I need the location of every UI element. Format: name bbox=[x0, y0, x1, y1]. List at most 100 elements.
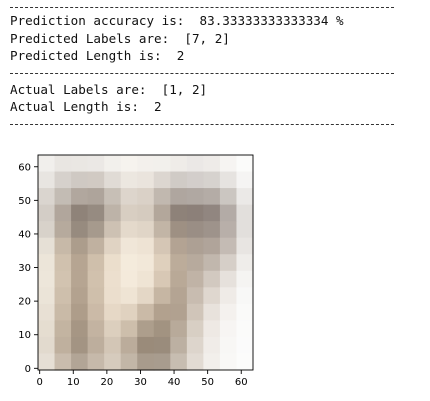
pixel-cell bbox=[137, 237, 155, 255]
pixel-cell bbox=[54, 171, 72, 189]
pixel-cell bbox=[203, 270, 221, 288]
pixel-cell bbox=[38, 254, 56, 272]
pixel-cell bbox=[203, 353, 221, 371]
pixel-cell bbox=[153, 287, 171, 305]
pixel-cell bbox=[71, 254, 89, 272]
pixel-cell bbox=[104, 303, 122, 321]
pixel-cell bbox=[186, 320, 204, 338]
pixel-cell bbox=[203, 221, 221, 239]
pixel-cell bbox=[137, 171, 155, 189]
pixel-cell bbox=[87, 254, 105, 272]
y-tick-label: 40 bbox=[18, 229, 31, 240]
pixel-cell bbox=[120, 254, 138, 272]
pixel-cell bbox=[120, 303, 138, 321]
pixel-cell bbox=[153, 237, 171, 255]
pixel-cell bbox=[153, 171, 171, 189]
pixel-cell bbox=[186, 237, 204, 255]
pixel-cell bbox=[236, 254, 254, 272]
predicted-labels-line: Predicted Labels are: [7, 2] bbox=[10, 31, 230, 46]
y-tick-label: 50 bbox=[18, 196, 31, 207]
pixel-cell bbox=[236, 353, 254, 371]
pixel-cell bbox=[203, 336, 221, 355]
y-tick-label: 20 bbox=[18, 297, 31, 308]
plot-axes: 0 10 20 30 40 50 60 0 10 20 30 40 50 60 bbox=[18, 154, 254, 388]
image-pixels bbox=[38, 155, 254, 371]
pixel-cell bbox=[203, 155, 221, 173]
pixel-cell bbox=[137, 320, 155, 338]
pixel-cell bbox=[170, 237, 188, 255]
pixel-cell bbox=[54, 188, 72, 206]
separator-top bbox=[10, 7, 394, 8]
pixel-cell bbox=[104, 353, 122, 371]
pixel-cell bbox=[120, 171, 138, 189]
pixel-cell bbox=[153, 303, 171, 321]
pixel-cell bbox=[87, 188, 105, 206]
pixel-cell bbox=[38, 155, 56, 173]
plot-frame bbox=[37, 154, 254, 371]
pixel-cell bbox=[203, 287, 221, 305]
x-tick-label: 20 bbox=[101, 377, 114, 388]
pixel-cell bbox=[153, 336, 171, 355]
pixel-cell bbox=[236, 336, 254, 355]
accuracy-line: Prediction accuracy is: 83.3333333333333… bbox=[10, 13, 344, 28]
pixel-cell bbox=[153, 254, 171, 272]
pixel-cell bbox=[104, 287, 122, 305]
pixel-cell bbox=[186, 287, 204, 305]
pixel-cell bbox=[54, 270, 72, 288]
pixel-cell bbox=[203, 171, 221, 189]
x-tick-label: 50 bbox=[201, 377, 214, 388]
pixel-cell bbox=[87, 353, 105, 371]
x-tick-label: 40 bbox=[168, 377, 181, 388]
pixel-cell bbox=[186, 221, 204, 239]
pixel-cell bbox=[104, 155, 122, 173]
pixel-cell bbox=[54, 221, 72, 239]
pixel-cell bbox=[87, 155, 105, 173]
pixel-cell bbox=[71, 155, 89, 173]
pixel-cell bbox=[236, 171, 254, 189]
pixel-cell bbox=[87, 336, 105, 355]
pixel-cell bbox=[38, 303, 56, 321]
pixel-cell bbox=[153, 188, 171, 206]
pixel-cell bbox=[120, 237, 138, 255]
pixel-cell bbox=[54, 303, 72, 321]
pixel-cell bbox=[170, 287, 188, 305]
pixel-cell bbox=[170, 204, 188, 222]
pixel-cell bbox=[104, 270, 122, 288]
pixel-cell bbox=[236, 155, 254, 173]
pixel-cell bbox=[38, 270, 56, 288]
x-tick-label: 10 bbox=[67, 377, 80, 388]
pixel-cell bbox=[170, 171, 188, 189]
pixel-cell bbox=[54, 204, 72, 222]
pixel-cell bbox=[38, 221, 56, 239]
pixel-cell bbox=[120, 155, 138, 173]
pixel-cell bbox=[54, 353, 72, 371]
pixel-cell bbox=[236, 320, 254, 338]
pixel-cell bbox=[38, 204, 56, 222]
pixel-cell bbox=[170, 303, 188, 321]
pixel-cell bbox=[153, 155, 171, 173]
pixel-cell bbox=[186, 204, 204, 222]
pixel-cell bbox=[153, 353, 171, 371]
pixel-cell bbox=[219, 204, 238, 222]
pixel-cell bbox=[104, 320, 122, 338]
pixel-cell bbox=[186, 270, 204, 288]
pixel-cell bbox=[236, 237, 254, 255]
pixel-cell bbox=[71, 171, 89, 189]
x-tick-label: 30 bbox=[134, 377, 147, 388]
pixel-cell bbox=[104, 237, 122, 255]
y-tick-label: 60 bbox=[18, 162, 31, 173]
pixel-cell bbox=[71, 221, 89, 239]
pixel-cell bbox=[186, 254, 204, 272]
pixel-cell bbox=[219, 155, 238, 173]
pixel-cell bbox=[71, 336, 89, 355]
pixel-cell bbox=[71, 270, 89, 288]
pixel-cell bbox=[120, 221, 138, 239]
pixel-cell bbox=[219, 237, 238, 255]
pixel-cell bbox=[71, 204, 89, 222]
actual-length-line: Actual Length is: 2 bbox=[10, 99, 162, 114]
pixel-cell bbox=[120, 188, 138, 206]
pixel-cell bbox=[104, 188, 122, 206]
pixel-cell bbox=[120, 320, 138, 338]
pixel-cell bbox=[170, 336, 188, 355]
